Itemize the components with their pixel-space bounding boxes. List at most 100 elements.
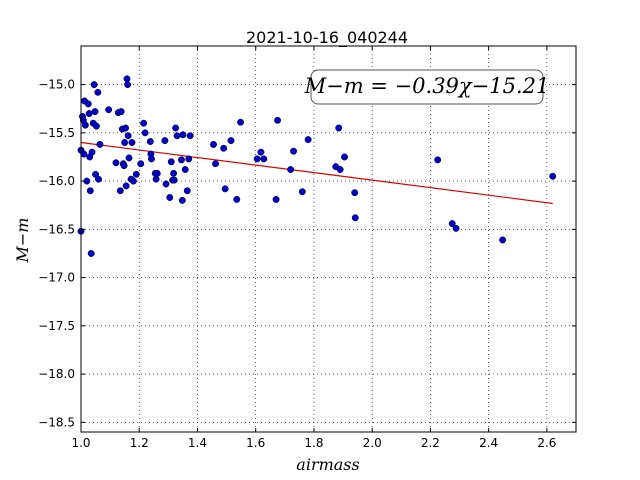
data-point [183, 187, 191, 195]
data-point [120, 162, 128, 170]
data-point [212, 160, 219, 168]
x-tick-label: 1.4 [188, 436, 207, 450]
x-tick-label: 1.6 [246, 436, 265, 450]
data-point [181, 166, 189, 173]
data-point [140, 119, 148, 127]
data-point [173, 132, 181, 140]
data-point [153, 169, 161, 177]
data-point [233, 195, 241, 203]
data-point [84, 100, 92, 108]
fit-equation: M−m = −0.39χ−15.21 [304, 74, 550, 98]
data-point [172, 124, 180, 132]
x-tick-label: 1.0 [71, 436, 90, 450]
data-point [123, 75, 131, 83]
data-point [122, 124, 130, 132]
data-point [94, 88, 102, 96]
data-point [95, 175, 102, 183]
data-point [351, 214, 359, 222]
data-point [86, 187, 94, 195]
data-point [178, 156, 185, 164]
data-point [162, 180, 170, 188]
data-point [336, 166, 344, 173]
data-point [499, 236, 507, 244]
x-tick-label: 2.6 [537, 436, 556, 450]
data-point [260, 155, 268, 163]
data-point [170, 169, 178, 177]
data-point [167, 158, 175, 166]
data-point [129, 177, 137, 185]
data-point [237, 118, 245, 126]
data-point [146, 138, 154, 145]
data-point [116, 187, 124, 195]
data-point [220, 144, 228, 152]
y-tick-label: −15.0 [38, 78, 75, 92]
data-point [335, 124, 343, 132]
y-tick-label: −16.0 [38, 174, 75, 188]
y-tick-label: −17.5 [38, 319, 75, 333]
data-point [90, 81, 98, 89]
data-point [161, 137, 169, 145]
data-point [185, 155, 193, 163]
y-axis-label: M−m [13, 218, 32, 264]
data-point [178, 196, 186, 204]
data-point [117, 108, 125, 116]
data-point [85, 110, 93, 118]
y-tick-label: −18.5 [38, 415, 75, 429]
data-point [112, 159, 120, 167]
fit-equation-box: M−m = −0.39χ−15.21 [304, 69, 550, 105]
y-tick-label: −15.5 [38, 126, 75, 140]
data-point [287, 166, 295, 173]
data-point [210, 140, 217, 148]
data-point [448, 220, 456, 228]
data-point [452, 224, 460, 232]
data-point [253, 155, 261, 163]
data-point [186, 132, 194, 140]
data-point [124, 81, 132, 89]
data-point [304, 136, 312, 144]
data-point [122, 182, 130, 190]
data-point [80, 150, 88, 158]
data-point [92, 122, 100, 130]
y-tick-label: −16.5 [38, 222, 75, 236]
data-point [152, 175, 160, 183]
data-point [257, 148, 265, 156]
data-point [148, 155, 155, 163]
data-point [179, 131, 187, 139]
data-point [170, 176, 178, 184]
data-point [434, 156, 442, 164]
fit-line [80, 141, 553, 205]
data-point [272, 195, 280, 203]
x-tick-label: 1.8 [304, 436, 323, 450]
data-point [298, 188, 306, 196]
x-tick-label: 2.2 [421, 436, 440, 450]
x-axis-ticks: 1.0 1.2 1.4 1.6 1.8 2.0 2.2 2.4 2.6 [71, 46, 556, 450]
data-point [221, 185, 229, 193]
data-point [137, 160, 145, 168]
chart-title: 2021-10-16_040244 [246, 28, 408, 48]
data-point [87, 250, 95, 257]
data-point [227, 137, 235, 145]
x-tick-label: 1.2 [130, 436, 149, 450]
data-point [88, 148, 96, 156]
y-tick-label: −18.0 [38, 367, 75, 381]
plot-frame [80, 45, 577, 433]
x-tick-label: 2.0 [363, 436, 382, 450]
data-point [132, 170, 140, 178]
data-point [290, 147, 298, 155]
x-axis-label: airmass [296, 455, 359, 474]
data-point [81, 121, 89, 129]
data-point [549, 172, 557, 180]
data-point [125, 154, 133, 162]
y-tick-label: −17.0 [38, 271, 75, 285]
data-point [96, 140, 104, 148]
data-point [124, 132, 132, 140]
data-points [77, 75, 557, 257]
data-point [105, 106, 113, 114]
data-point [274, 116, 281, 124]
data-point [166, 194, 174, 201]
data-point [128, 139, 136, 146]
data-point [121, 139, 129, 146]
data-point [341, 153, 348, 161]
data-point [91, 108, 99, 116]
